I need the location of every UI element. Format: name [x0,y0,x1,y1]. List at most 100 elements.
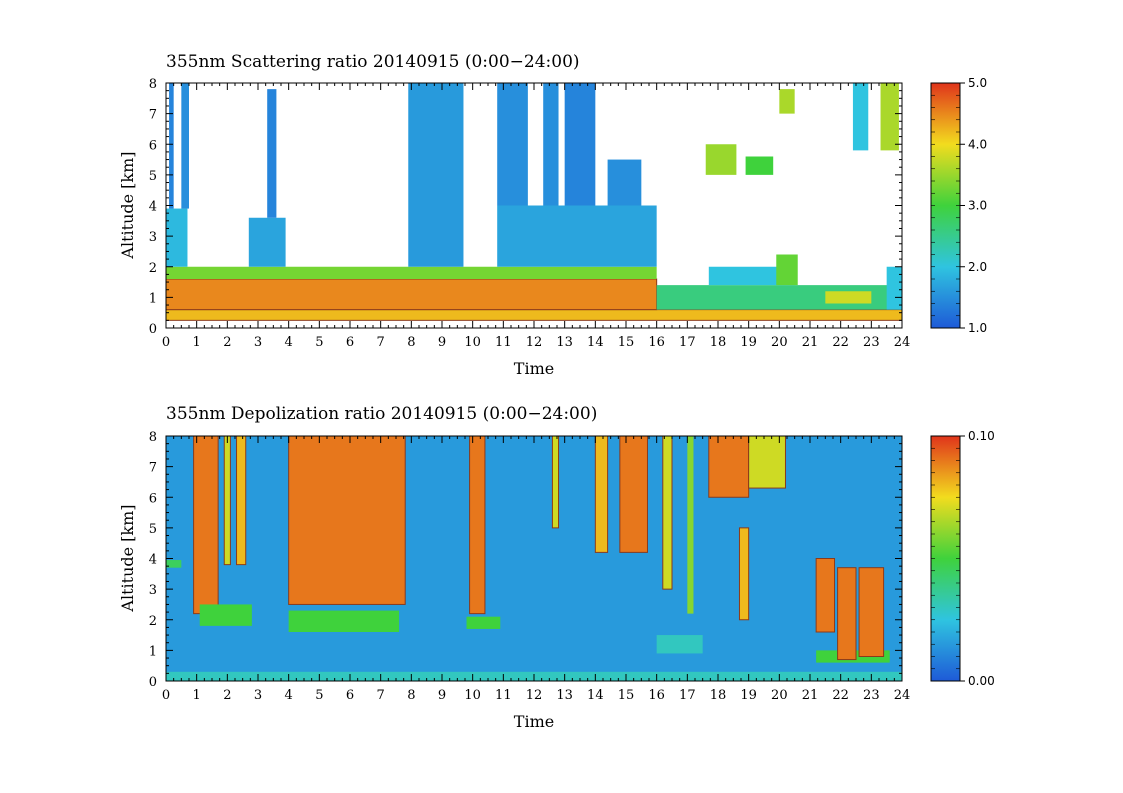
depolarization-ratio-colorbar [930,435,961,682]
depolarization-ratio-ytick-label: 1 [149,644,157,659]
depolarization-ratio-panel: 355nm Depolization ratio 20140915 (0:00−… [118,404,995,731]
scattering-ratio-colorbar [930,82,961,329]
scattering-ratio-xlabel: Time [514,359,554,378]
depolarization-ratio-axes: 0 1 2 3 4 5 6 7 8 9 10 11 12 13 14 15 16 17 18 19 20 21 22 23 24… [149,430,911,703]
scattering-ratio-title: 355nm Scattering ratio 20140915 (0:00−24… [166,52,580,72]
scattering-ratio-xtick-label: 14 [587,335,604,350]
depolarization-ratio-xtick-label: 15 [618,688,635,703]
depolarization-ratio-xlabel: Time [514,712,554,731]
scattering-ratio-colorbar-tick-label: 5.0 [968,76,987,90]
scattering-ratio-xtick-label: 0 [162,335,170,350]
depolarization-ratio-background-field [166,436,902,681]
scattering-ratio-region-9 [497,205,657,267]
scattering-ratio-ytick-label: 6 [149,138,157,153]
scattering-ratio-xtick-label: 18 [710,335,727,350]
depolarization-ratio-xtick-label: 22 [832,688,849,703]
scattering-ratio-xtick-label: 19 [740,335,757,350]
depolarization-ratio-ytick-label: 5 [149,522,157,537]
depolarization-ratio-region-3 [223,436,231,566]
depolarization-ratio-ytick-label: 3 [149,583,157,598]
scattering-ratio-region-1 [166,278,658,311]
scattering-ratio-region-23 [880,83,899,151]
depolarization-ratio-xtick-label: 1 [193,688,201,703]
depolarization-ratio-ytick-label: 6 [149,491,157,506]
scattering-ratio-region-13 [607,159,642,206]
scattering-ratio-xtick-label: 12 [526,335,543,350]
depolarization-ratio-xtick-label: 3 [254,688,262,703]
depolarization-ratio-ytick-label: 0 [149,675,157,690]
depolarization-ratio-xtick-label: 4 [285,688,293,703]
scattering-ratio-xtick-label: 8 [407,335,415,350]
depolarization-ratio-xtick-label: 7 [377,688,385,703]
depolarization-ratio-region-21 [837,567,857,661]
scattering-ratio-xtick-label: 4 [285,335,293,350]
depolarization-ratio-ytick-label: 2 [149,614,157,629]
depolarization-ratio-region-13 [662,436,673,590]
depolarization-ratio-region-4 [236,436,247,566]
scattering-ratio-region-12 [564,83,596,206]
scattering-ratio-ytick-label: 8 [149,77,157,92]
depolarization-ratio-region-10 [551,436,560,529]
scattering-ratio-ytick-label: 5 [149,169,157,184]
scattering-ratio-ytick-label: 4 [149,200,157,215]
scattering-ratio-colorbar-tick-label: 3.0 [968,199,987,213]
scattering-ratio-plot-area [166,83,902,321]
depolarization-ratio-xtick-label: 20 [771,688,788,703]
scattering-ratio-colorbar-tick-label: 2.0 [968,260,987,274]
depolarization-ratio-region-18 [656,635,703,654]
depolarization-ratio-xtick-label: 14 [587,688,604,703]
depolarization-ratio-xtick-label: 5 [315,688,323,703]
depolarization-ratio-xtick-label: 16 [648,688,665,703]
scattering-ratio-region-15 [708,266,795,286]
depolarization-ratio-colorbar-tick-label: 0.00 [968,674,995,688]
scattering-ratio-xtick-label: 23 [863,335,880,350]
scattering-ratio-xtick-label: 17 [679,335,696,350]
scattering-ratio-region-22 [852,83,869,151]
depolarization-ratio-region-12 [619,436,648,553]
depolarization-ratio-xtick-label: 6 [346,688,354,703]
depolarization-ratio-ytick-label: 7 [149,461,157,476]
scattering-ratio-xtick-label: 16 [648,335,665,350]
scattering-ratio-region-17 [886,266,902,310]
depolarization-ratio-xtick-label: 24 [894,688,911,703]
scattering-ratio-region-20 [745,156,774,175]
scattering-ratio-xtick-label: 22 [832,335,849,350]
depolarization-ratio-colorbar-tick-label: 0.10 [968,429,995,443]
scattering-ratio-xtick-label: 1 [193,335,201,350]
depolarization-ratio-region-14 [687,436,694,614]
scattering-ratio-colorbar-ticks: 1.0 2.0 3.0 4.0 5.0 [931,76,987,335]
scattering-ratio-region-7 [267,89,277,218]
depolarization-ratio-ytick-label: 4 [149,553,157,568]
depolarization-ratio-xtick-label: 12 [526,688,543,703]
scattering-ratio-xtick-label: 9 [438,335,446,350]
scattering-ratio-region-3 [166,208,188,267]
scattering-ratio-region-0 [166,309,902,321]
depolarization-ratio-region-5 [199,604,252,626]
depolarization-ratio-xtick-label: 9 [438,688,446,703]
scattering-ratio-colorbar-tick-label: 4.0 [968,137,987,151]
scattering-ratio-colorbar-tick-label: 1.0 [968,321,987,335]
depolarization-ratio-region-20 [815,558,836,633]
scattering-ratio-panel: 355nm Scattering ratio 20140915 (0:00−24… [118,52,987,378]
scattering-ratio-xtick-label: 13 [556,335,573,350]
scattering-ratio-ytick-label: 3 [149,230,157,245]
depolarization-ratio-xtick-label: 10 [464,688,481,703]
scattering-ratio-ylabel: Altitude [km] [118,151,137,259]
scattering-ratio-xtick-label: 24 [894,335,911,350]
depolarization-ratio-region-17 [738,527,750,621]
scattering-ratio-region-11 [543,83,559,206]
depolarization-ratio-xtick-label: 8 [407,688,415,703]
depolarization-ratio-xtick-label: 17 [679,688,696,703]
depolarization-ratio-xtick-label: 19 [740,688,757,703]
depolarization-ratio-region-16 [748,436,786,489]
scattering-ratio-xtick-label: 3 [254,335,262,350]
scattering-ratio-region-21 [779,89,795,114]
depolarization-ratio-region-22 [858,567,885,657]
scattering-ratio-xtick-label: 20 [771,335,788,350]
depolarization-ratio-xtick-label: 23 [863,688,880,703]
scattering-ratio-xtick-label: 10 [464,335,481,350]
depolarization-ratio-xtick-label: 18 [710,688,727,703]
scattering-ratio-region-6 [248,217,286,267]
scattering-ratio-ytick-label: 2 [149,261,157,276]
